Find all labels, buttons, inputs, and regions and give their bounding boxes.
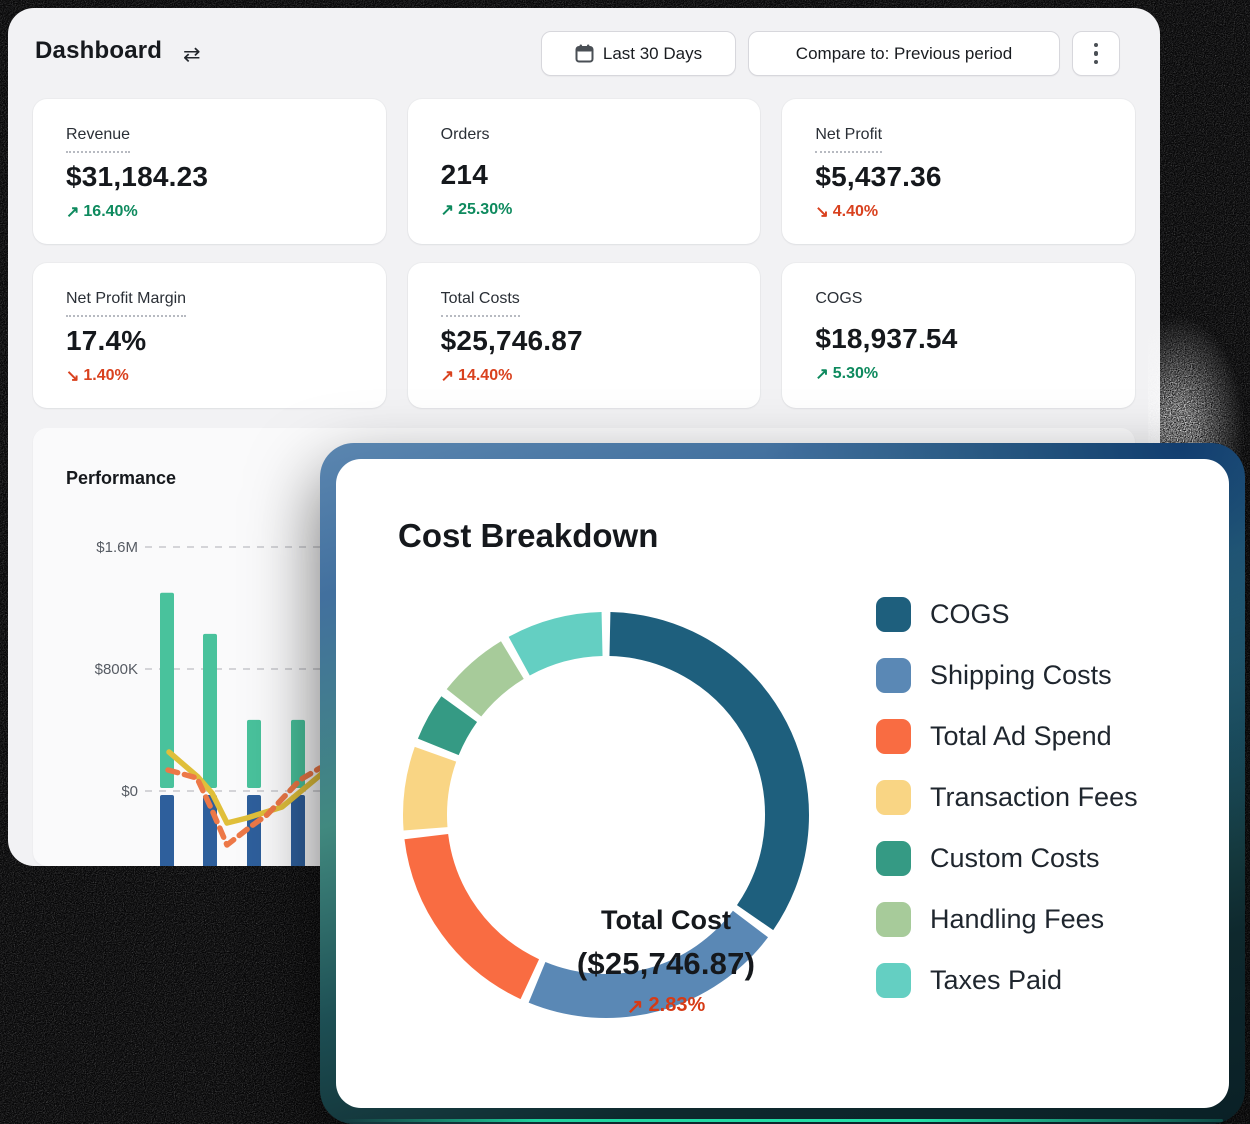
kpi-delta: ↘ 4.40%: [815, 203, 879, 221]
page-title: Dashboard: [35, 37, 163, 64]
kpi-value: $31,184.23: [66, 161, 209, 192]
legend-label: COGS: [930, 598, 1010, 629]
legend-label: Custom Costs: [930, 842, 1100, 873]
legend-item-handling-fees[interactable]: Handling Fees: [876, 901, 1138, 937]
total-cost-delta: ↗ 2.83%: [626, 994, 706, 1018]
legend-swatch: [876, 657, 911, 693]
kpi-label: Total Costs: [440, 290, 520, 317]
legend-swatch: [876, 779, 911, 815]
kpi-delta: ↘ 1.40%: [66, 367, 129, 385]
trend-down-icon: ↘: [815, 204, 829, 221]
compare-button[interactable]: Compare to: Previous period: [748, 31, 1060, 76]
svg-text:$800K: $800K: [95, 661, 138, 678]
kpi-value: $18,937.54: [815, 323, 958, 354]
legend-swatch: [876, 962, 911, 998]
legend-item-transaction-fees[interactable]: Transaction Fees: [876, 779, 1138, 815]
legend-swatch: [876, 901, 911, 937]
legend-swatch: [876, 718, 911, 754]
svg-text:$1.6M: $1.6M: [96, 539, 138, 556]
kpi-label: Orders: [440, 126, 490, 143]
kpi-label: Revenue: [66, 126, 131, 153]
donut-center-text: Total Cost ($25,746.87) ↗ 2.83%: [486, 905, 846, 1019]
legend-item-custom-costs[interactable]: Custom Costs: [876, 840, 1138, 876]
kebab-dot: [1093, 59, 1099, 65]
kpi-card-orders[interactable]: Orders 214 ↗ 25.30%: [407, 99, 761, 244]
trend-up-icon: ↗: [440, 202, 455, 219]
dashboard-header: Dashboard ⇄ Last 30 Days Compare to: Pre…: [8, 8, 1160, 92]
kebab-dot: [1093, 51, 1099, 56]
kpi-value: $25,746.87: [440, 325, 583, 356]
legend-item-total-ad-spend[interactable]: Total Ad Spend: [876, 718, 1138, 754]
kpi-card-total-costs[interactable]: Total Costs $25,746.87 ↗ 14.40%: [407, 263, 761, 408]
dialog-title: Cost Breakdown: [398, 517, 659, 554]
legend-item-shipping-costs[interactable]: Shipping Costs: [876, 657, 1138, 693]
donut-legend: COGS Shipping Costs Total Ad Spend Trans…: [876, 596, 1138, 998]
legend-swatch: [876, 596, 911, 632]
legend-label: Total Ad Spend: [930, 720, 1112, 751]
cost-breakdown-dialog: Cost Breakdown Total Cost ($25,746.87) ↗…: [320, 443, 1245, 1124]
refresh-icon[interactable]: ⇄: [183, 43, 201, 66]
trend-up-icon: ↗: [440, 368, 455, 385]
kpi-grid: Revenue $31,184.23 ↗ 16.40% Orders 214 ↗ 2…: [33, 99, 1135, 408]
kpi-label: COGS: [815, 290, 863, 307]
legend-item-taxes-paid[interactable]: Taxes Paid: [876, 962, 1138, 998]
kpi-delta: ↗ 25.30%: [440, 201, 513, 219]
date-range-label: Last 30 Days: [602, 43, 703, 63]
date-range-button[interactable]: Last 30 Days: [541, 31, 736, 76]
legend-label: Transaction Fees: [930, 781, 1138, 812]
legend-label: Shipping Costs: [930, 659, 1112, 690]
more-options-button[interactable]: [1072, 31, 1120, 76]
trend-up-icon: ↗: [626, 996, 644, 1018]
kebab-dot: [1093, 42, 1099, 48]
trend-down-icon: ↘: [66, 368, 80, 385]
trend-up-icon: ↗: [66, 204, 80, 221]
kpi-card-net-profit[interactable]: Net Profit $5,437.36 ↘ 4.40%: [782, 99, 1135, 244]
kpi-value: 214: [440, 159, 488, 190]
calendar-icon: [575, 44, 594, 63]
kpi-delta: ↗ 16.40%: [66, 203, 138, 221]
kpi-value: 17.4%: [66, 325, 147, 356]
legend-label: Taxes Paid: [930, 964, 1063, 995]
legend-item-cogs[interactable]: COGS: [876, 596, 1138, 632]
total-cost-label: Total Cost: [601, 905, 731, 935]
trend-up-icon: ↗: [815, 366, 829, 383]
kpi-delta: ↗ 14.40%: [440, 367, 513, 385]
kpi-card-cogs[interactable]: COGS $18,937.54 ↗ 5.30%: [782, 263, 1135, 408]
legend-swatch: [876, 840, 911, 876]
total-cost-value: ($25,746.87): [576, 946, 756, 981]
kpi-label: Net Profit: [815, 126, 883, 153]
kpi-value: $5,437.36: [815, 161, 942, 192]
svg-text:$0: $0: [121, 783, 138, 800]
cost-breakdown-content: Cost Breakdown Total Cost ($25,746.87) ↗…: [336, 459, 1229, 1108]
kpi-delta: ↗ 5.30%: [815, 365, 879, 383]
cost-donut-chart[interactable]: Total Cost ($25,746.87) ↗ 2.83%: [396, 605, 816, 1025]
legend-label: Handling Fees: [930, 903, 1105, 934]
compare-label: Compare to: Previous period: [795, 43, 1013, 63]
kpi-label: Net Profit Margin: [66, 290, 187, 317]
kpi-card-revenue[interactable]: Revenue $31,184.23 ↗ 16.40%: [33, 99, 386, 244]
kpi-card-net-profit-margin[interactable]: Net Profit Margin 17.4% ↘ 1.40%: [33, 263, 386, 408]
